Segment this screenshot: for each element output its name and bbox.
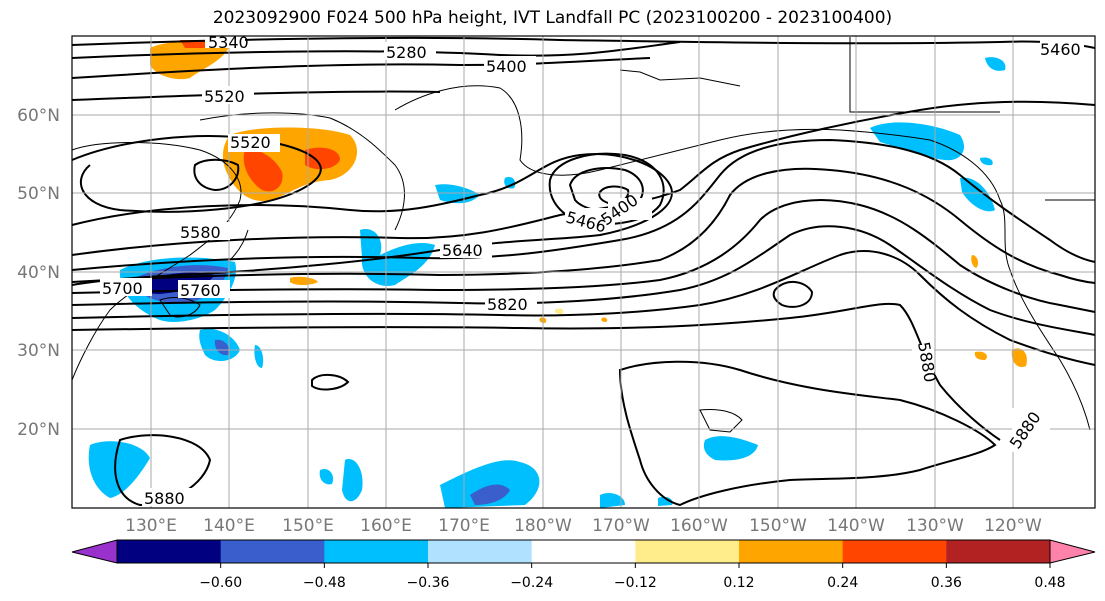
colorbar-segment bbox=[739, 540, 844, 563]
height-contours bbox=[71, 36, 1096, 507]
lon-label: 130°E bbox=[125, 516, 177, 536]
colorbar-outline bbox=[1049, 539, 1096, 564]
contour-label: 5340 bbox=[208, 33, 249, 52]
colorbar: −0.60 −0.48 −0.36 −0.24 −0.12 0.12 0.24 0.36 0.4… bbox=[71, 539, 1096, 591]
contour-label: 5460 bbox=[1040, 40, 1081, 59]
contour-label: 5580 bbox=[180, 223, 221, 242]
map-title: 2023092900 F024 500 hPa height, IVT Land… bbox=[212, 8, 893, 28]
lat-label: 50°N bbox=[17, 184, 60, 204]
lat-label: 30°N bbox=[17, 341, 60, 361]
lat-label: 20°N bbox=[17, 420, 60, 440]
longitude-labels: 130°E 140°E 150°E 160°E 170°E 180°W 170°… bbox=[125, 516, 1042, 536]
colorbar-segment bbox=[946, 540, 1051, 563]
lon-label: 120°W bbox=[984, 516, 1042, 536]
contour-label: 5280 bbox=[386, 43, 427, 62]
coastlines bbox=[71, 37, 1095, 433]
colorbar-tick-label: −0.24 bbox=[510, 575, 553, 591]
contour-label: 5520 bbox=[204, 87, 245, 106]
colorbar-segment bbox=[117, 540, 222, 563]
lon-label: 160°W bbox=[670, 516, 728, 536]
contour-label: 5880 bbox=[144, 489, 185, 508]
colorbar-segment bbox=[531, 540, 636, 563]
lon-label: 130°W bbox=[906, 516, 964, 536]
lon-label: 170°W bbox=[592, 516, 650, 536]
colorbar-tick-label: 0.12 bbox=[723, 575, 754, 591]
colorbar-segment bbox=[842, 540, 947, 563]
lon-label: 160°E bbox=[360, 516, 412, 536]
colorbar-tick-label: −0.48 bbox=[303, 575, 346, 591]
colorbar-tick-label: 0.36 bbox=[931, 575, 962, 591]
lat-label: 40°N bbox=[17, 263, 60, 283]
contour-label: 5820 bbox=[487, 295, 528, 314]
colorbar-tick-label: −0.60 bbox=[199, 575, 242, 591]
contour-label: 5700 bbox=[102, 279, 143, 298]
colorbar-tick-label: 0.24 bbox=[827, 575, 858, 591]
colorbar-extend-high bbox=[1050, 540, 1095, 563]
colorbar-outline bbox=[71, 539, 118, 564]
colorbar-segment bbox=[220, 540, 325, 563]
contour-label: 5400 bbox=[486, 57, 527, 76]
lat-label: 60°N bbox=[17, 106, 60, 126]
lon-label: 140°E bbox=[203, 516, 255, 536]
colorbar-segment bbox=[635, 540, 740, 563]
colorbar-extend-low bbox=[72, 540, 117, 563]
colorbar-tick-label: −0.36 bbox=[407, 575, 450, 591]
colorbar-segment bbox=[428, 540, 533, 563]
lon-label: 170°E bbox=[438, 516, 490, 536]
lon-label: 150°E bbox=[282, 516, 334, 536]
lon-label: 140°W bbox=[827, 516, 885, 536]
colorbar-tick-label: 0.48 bbox=[1034, 575, 1065, 591]
colorbar-tick-label: −0.12 bbox=[614, 575, 657, 591]
map-frame bbox=[71, 35, 1096, 509]
graticule bbox=[72, 36, 1095, 508]
contour-label: 5640 bbox=[442, 241, 483, 260]
latitude-labels: 60°N 50°N 40°N 30°N 20°N bbox=[17, 106, 60, 440]
contour-label: 5520 bbox=[230, 133, 271, 152]
colorbar-segment bbox=[324, 540, 429, 563]
lon-label: 150°W bbox=[749, 516, 807, 536]
contour-label: 5760 bbox=[180, 281, 221, 300]
lon-label: 180°W bbox=[514, 516, 572, 536]
